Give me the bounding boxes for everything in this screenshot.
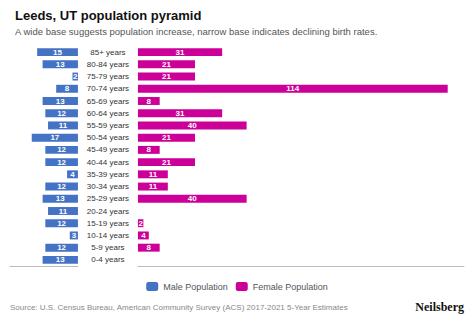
svg-text:31: 31 — [176, 109, 185, 118]
svg-text:8: 8 — [147, 145, 152, 154]
svg-text:30-34 years: 30-34 years — [87, 182, 129, 191]
svg-text:8: 8 — [147, 243, 152, 252]
svg-text:A wide base suggests populatio: A wide base suggests population increase… — [15, 26, 377, 37]
svg-text:11: 11 — [59, 121, 68, 130]
svg-text:40-44 years: 40-44 years — [87, 158, 129, 167]
svg-text:50-54 years: 50-54 years — [87, 133, 129, 142]
svg-text:21: 21 — [162, 158, 171, 167]
svg-text:12: 12 — [57, 145, 66, 154]
svg-text:5-9 years: 5-9 years — [91, 243, 124, 252]
svg-text:35-39 years: 35-39 years — [87, 170, 129, 179]
svg-text:15-19 years: 15-19 years — [87, 219, 129, 228]
svg-text:11: 11 — [149, 182, 158, 191]
svg-text:4: 4 — [141, 231, 146, 240]
svg-text:Leeds, UT population pyramid: Leeds, UT population pyramid — [15, 8, 201, 23]
svg-text:55-59 years: 55-59 years — [87, 121, 129, 130]
svg-text:12: 12 — [57, 243, 66, 252]
svg-text:20-24 years: 20-24 years — [87, 207, 129, 216]
svg-text:80-84 years: 80-84 years — [87, 60, 129, 69]
svg-text:21: 21 — [162, 60, 171, 69]
svg-text:13: 13 — [56, 97, 65, 106]
svg-text:114: 114 — [286, 84, 299, 93]
svg-text:21: 21 — [162, 133, 171, 142]
svg-text:12: 12 — [57, 109, 66, 118]
svg-text:8: 8 — [147, 97, 152, 106]
svg-text:40: 40 — [188, 194, 197, 203]
svg-text:60-64 years: 60-64 years — [87, 109, 129, 118]
svg-text:13: 13 — [56, 255, 65, 264]
svg-text:2: 2 — [138, 219, 143, 228]
svg-text:70-74 years: 70-74 years — [87, 84, 129, 93]
svg-text:Female Population: Female Population — [253, 282, 328, 292]
svg-text:4: 4 — [70, 170, 75, 179]
svg-text:15: 15 — [53, 48, 62, 57]
svg-text:10-14 years: 10-14 years — [87, 231, 129, 240]
svg-text:11: 11 — [59, 207, 68, 216]
svg-text:13: 13 — [56, 60, 65, 69]
svg-text:75-79 years: 75-79 years — [87, 72, 129, 81]
svg-text:17: 17 — [50, 133, 59, 142]
svg-text:13: 13 — [56, 194, 65, 203]
svg-text:12: 12 — [57, 158, 66, 167]
svg-text:40: 40 — [188, 121, 197, 130]
svg-text:0-4 years: 0-4 years — [91, 255, 124, 264]
svg-text:12: 12 — [57, 182, 66, 191]
svg-text:45-49 years: 45-49 years — [87, 145, 129, 154]
svg-text:2: 2 — [73, 72, 78, 81]
svg-text:25-29 years: 25-29 years — [87, 194, 129, 203]
svg-text:3: 3 — [72, 231, 77, 240]
svg-text:8: 8 — [65, 84, 70, 93]
svg-text:Male Population: Male Population — [163, 282, 228, 292]
svg-text:12: 12 — [57, 219, 66, 228]
svg-text:65-69 years: 65-69 years — [87, 97, 129, 106]
svg-text:Source: U.S. Census Bureau, Am: Source: U.S. Census Bureau, American Com… — [10, 303, 348, 312]
svg-text:21: 21 — [162, 72, 171, 81]
svg-text:11: 11 — [149, 170, 158, 179]
svg-text:85+ years: 85+ years — [90, 48, 125, 57]
svg-text:Neilsberg: Neilsberg — [415, 300, 464, 314]
svg-text:31: 31 — [176, 48, 185, 57]
